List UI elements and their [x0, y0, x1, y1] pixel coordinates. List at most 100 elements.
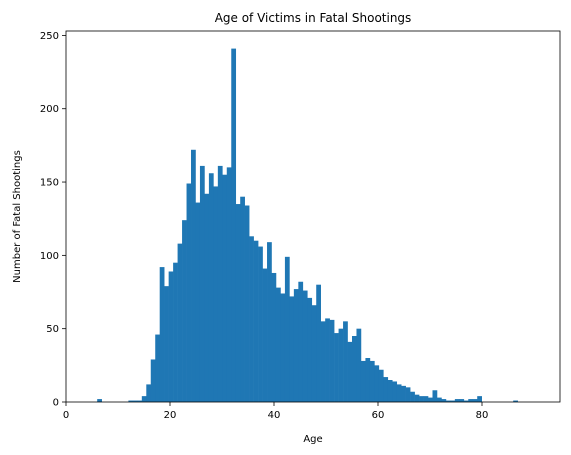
- histogram-bar: [182, 220, 187, 402]
- histogram-bar: [150, 359, 156, 402]
- histogram-bar: [132, 400, 138, 402]
- histogram-bar: [271, 272, 277, 402]
- histogram-bar: [284, 256, 290, 402]
- histogram-bar: [199, 165, 205, 402]
- bars-group: [97, 48, 518, 402]
- x-tick-label: 60: [372, 410, 385, 421]
- histogram-bar: [347, 341, 353, 402]
- histogram-bar: [128, 400, 134, 402]
- histogram-bar: [208, 173, 214, 402]
- histogram-bar: [177, 243, 183, 402]
- histogram-bar: [352, 336, 357, 402]
- histogram-bar: [334, 333, 339, 402]
- y-tick-label: 150: [40, 178, 59, 189]
- histogram-bar: [454, 399, 460, 402]
- histogram-bar: [173, 262, 178, 402]
- histogram-bar: [378, 369, 384, 402]
- histogram-bar: [258, 246, 263, 402]
- histogram-bar: [195, 202, 201, 402]
- histogram-bar: [428, 397, 433, 402]
- histogram-bar: [445, 400, 451, 402]
- histogram-bar: [414, 394, 420, 402]
- histogram-bar: [275, 287, 281, 402]
- histogram-bar: [343, 321, 348, 402]
- histogram-bar: [463, 400, 469, 402]
- histogram-bar: [217, 165, 223, 402]
- x-tick-label: 0: [63, 410, 69, 421]
- histogram-bar: [226, 167, 232, 402]
- histogram-bar: [164, 286, 169, 402]
- histogram-bar: [329, 319, 335, 402]
- histogram-bar: [468, 399, 474, 402]
- y-tick-label: 100: [40, 251, 59, 262]
- histogram-bar: [396, 384, 402, 402]
- histogram-bar: [240, 196, 245, 402]
- histogram-bar: [513, 400, 518, 402]
- histogram-bar: [253, 240, 259, 402]
- histogram-bar: [137, 400, 143, 402]
- y-tick-label: 0: [53, 398, 59, 409]
- x-axis-label: Age: [303, 434, 322, 445]
- histogram-bar: [477, 396, 482, 402]
- histogram-bar: [155, 334, 160, 402]
- histogram-bar: [168, 271, 174, 402]
- histogram-bar: [338, 328, 344, 402]
- histogram-bar: [262, 268, 268, 402]
- histogram-bar: [213, 186, 219, 402]
- histogram-bar: [204, 193, 210, 402]
- histogram-bar: [222, 174, 228, 402]
- y-tick-label: 50: [46, 324, 59, 335]
- x-tick-label: 40: [268, 410, 281, 421]
- histogram-bar: [141, 396, 147, 402]
- x-axis: 0 20 40 60 80: [63, 402, 489, 421]
- histogram-bar: [280, 293, 286, 402]
- y-tick-label: 250: [40, 31, 59, 42]
- histogram-bar: [231, 48, 237, 402]
- histogram-bar: [450, 400, 456, 402]
- histogram-bar: [191, 149, 196, 402]
- y-tick-label: 200: [40, 104, 59, 115]
- histogram-bar: [97, 399, 102, 402]
- y-axis-label: Number of Fatal Shootings: [12, 150, 23, 283]
- histogram-bar: [146, 384, 152, 402]
- histogram-bar: [387, 380, 393, 402]
- histogram-bar: [320, 321, 326, 402]
- histogram-bar: [249, 236, 254, 402]
- histogram-bar: [235, 204, 241, 402]
- histogram-bar: [316, 284, 321, 402]
- histogram-bar: [374, 365, 380, 402]
- histogram-bar: [410, 391, 415, 402]
- histogram-bar: [392, 381, 398, 402]
- histogram-bar: [432, 390, 438, 402]
- histogram-bar: [289, 296, 295, 402]
- histogram-bar: [369, 360, 375, 402]
- histogram-bar: [307, 297, 313, 402]
- histogram-bar: [401, 385, 406, 402]
- histogram-bar: [325, 318, 330, 402]
- histogram-bar: [302, 290, 308, 402]
- x-tick-label: 20: [164, 410, 177, 421]
- histogram-bar: [436, 397, 442, 402]
- histogram-bar: [293, 289, 299, 402]
- histogram-bar: [311, 305, 317, 402]
- histogram-bar: [360, 360, 366, 402]
- y-axis: 0 50 100 150 200 250: [40, 31, 66, 409]
- histogram-bar: [405, 387, 411, 402]
- histogram-bar: [423, 396, 429, 402]
- x-tick-label: 80: [476, 410, 489, 421]
- histogram-bar: [365, 358, 371, 402]
- histogram-bar: [298, 281, 304, 402]
- histogram-bar: [459, 399, 465, 402]
- histogram-bar: [356, 328, 362, 402]
- plot-frame: [65, 30, 561, 403]
- histogram-bar: [383, 377, 389, 402]
- chart-title: Age of Victims in Fatal Shootings: [215, 11, 412, 25]
- histogram-bar: [441, 399, 447, 402]
- histogram-bar: [267, 242, 272, 402]
- histogram-bar: [186, 183, 192, 402]
- histogram-bar: [244, 205, 250, 402]
- histogram-bar: [419, 396, 424, 402]
- histogram-bar: [472, 399, 478, 402]
